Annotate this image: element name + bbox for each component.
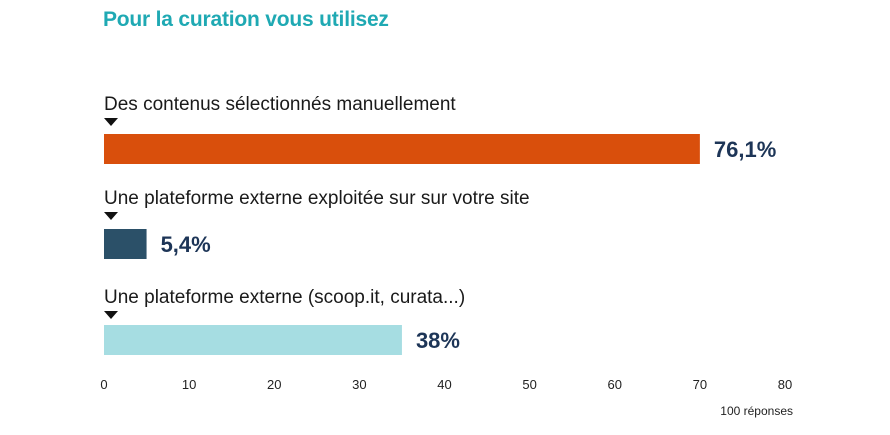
chart-title: Pour la curation vous utilisez bbox=[103, 8, 389, 31]
x-tick-label: 20 bbox=[267, 377, 281, 392]
x-tick-label: 30 bbox=[352, 377, 366, 392]
responses-note: 100 réponses bbox=[720, 404, 793, 418]
category-label: Une plateforme externe exploitée sur sur… bbox=[104, 188, 530, 209]
x-tick-label: 70 bbox=[693, 377, 707, 392]
bar bbox=[104, 134, 700, 164]
pointer-marker bbox=[104, 118, 118, 126]
value-label: 76,1% bbox=[714, 137, 776, 162]
value-label: 5,4% bbox=[161, 232, 211, 257]
x-tick-label: 60 bbox=[608, 377, 622, 392]
bar bbox=[104, 229, 147, 259]
bar bbox=[104, 325, 402, 355]
category-label: Des contenus sélectionnés manuellement bbox=[104, 94, 456, 115]
pointer-marker bbox=[104, 311, 118, 319]
x-tick-label: 0 bbox=[100, 377, 107, 392]
x-tick-label: 80 bbox=[778, 377, 792, 392]
value-label: 38% bbox=[416, 328, 460, 353]
x-tick-label: 50 bbox=[522, 377, 536, 392]
x-tick-label: 40 bbox=[437, 377, 451, 392]
pointer-marker bbox=[104, 212, 118, 220]
category-label: Une plateforme externe (scoop.it, curata… bbox=[104, 287, 465, 308]
x-tick-label: 10 bbox=[182, 377, 196, 392]
